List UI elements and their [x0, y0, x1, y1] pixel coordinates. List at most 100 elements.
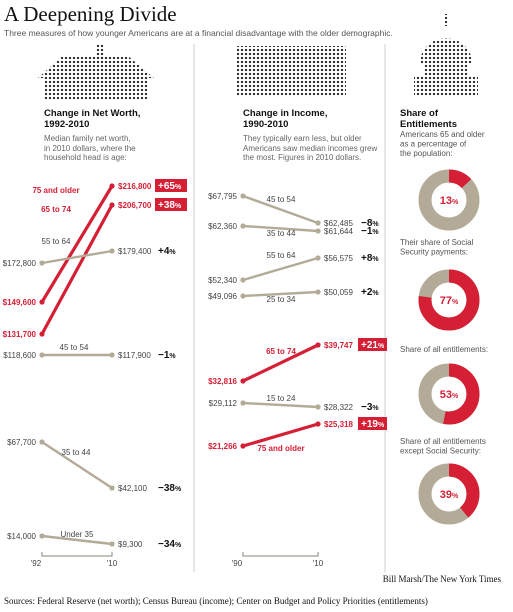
networth-55-to-64-change-label: +4%: [158, 246, 176, 257]
income-x-tick-end: '10: [313, 559, 324, 568]
networth-65-to-74-end-point: [109, 202, 115, 208]
networth-75-and-older-change-badge: [155, 179, 187, 192]
networth-45-to-54-start-point: [39, 352, 45, 358]
income-15-to-24-end-label: $28,322: [324, 403, 353, 412]
income-x-tick-start: '90: [232, 559, 243, 568]
donut-1-slice: [418, 169, 480, 231]
income-45-to-54-start-label: $67,795: [208, 192, 237, 201]
income-45-to-54-start-point: [240, 193, 246, 199]
income-15-to-24-change-label: −3%: [361, 402, 379, 413]
networth-35-to-44-name-label: 35 to 44: [62, 448, 91, 457]
networth-45-to-54-change-label: −1%: [158, 350, 176, 361]
income-65-to-74-end-point: [315, 342, 321, 348]
networth-55-to-64-end-point: [109, 248, 115, 254]
income-65-to-74-name-label: 65 to 74: [266, 347, 296, 356]
income-35-to-44-name-label: 35 to 44: [267, 229, 296, 238]
networth-under-35-name-label: Under 35: [61, 530, 94, 539]
page-subtitle: Three measures of how younger Americans …: [4, 28, 393, 38]
income-55-to-64-start-label: $52,340: [208, 276, 237, 285]
networth-description: Median family net worth, in 2010 dollars…: [44, 134, 136, 163]
page-title: A Deepening Divide: [4, 2, 177, 26]
donut-1-value: 13%: [440, 195, 459, 207]
networth-x-tick-end: '10: [107, 559, 118, 568]
income-25-to-34-start-label: $49,096: [208, 292, 237, 301]
networth-35-to-44-line: [40, 440, 114, 490]
donut-3-value: 53%: [440, 389, 459, 401]
income-75-and-older-start-label: $21,266: [208, 442, 237, 451]
income-75-and-older-change-label: +19%: [361, 419, 385, 430]
networth-75-and-older-line: [40, 184, 114, 304]
income-35-to-44-end-point: [315, 228, 321, 234]
donut-4-value: 39%: [440, 489, 459, 501]
income-35-to-44-end-label: $61,644: [324, 227, 353, 236]
sources-note: Sources: Federal Reserve (net worth); Ce…: [4, 596, 428, 606]
income-15-to-24-start-point: [240, 400, 246, 406]
income-15-to-24-start-label: $29,112: [209, 399, 238, 408]
income-35-to-44-change-label: −1%: [361, 226, 379, 237]
donut-3-slice: [418, 363, 480, 425]
income-25-to-34-end-label: $50,059: [324, 288, 353, 297]
income-35-to-44-start-point: [240, 223, 246, 229]
income-desc-line2: Americans saw median incomes grew: [243, 143, 378, 153]
networth-65-to-74-name-label: 65 to 74: [41, 205, 71, 214]
income-65-to-74-end-label: $39,747: [324, 341, 353, 350]
networth-title: Change in Net Worth, 1992-2010: [44, 108, 140, 130]
money-illustration: [236, 46, 346, 96]
house-illustration: [38, 44, 154, 100]
networth-35-to-44-start-label: $67,700: [7, 438, 36, 447]
networth-55-to-64-name-label: 55 to 64: [42, 237, 71, 246]
income-65-to-74-start-label: $32,816: [208, 377, 237, 386]
credit-line: Bill Marsh/The New York Times: [382, 574, 501, 584]
income-x-axis: [242, 552, 319, 557]
networth-45-to-54-end-point: [109, 352, 115, 358]
networth-x-axis: [41, 552, 113, 557]
networth-65-to-74-end-label: $206,700: [118, 201, 152, 210]
entitlements-title: Share of Entitlements: [400, 108, 457, 130]
donut-1-label: Americans 65 and older as a percentage of…: [400, 130, 485, 158]
networth-55-to-64-line: [40, 249, 114, 265]
income-15-to-24-name-label: 15 to 24: [267, 394, 296, 403]
income-55-to-64-name-label: 55 to 64: [267, 251, 296, 260]
networth-desc-line3: household head is age:: [44, 153, 127, 162]
networth-under-35-end-label: $9,300: [118, 540, 143, 549]
income-25-to-34-start-point: [240, 293, 246, 299]
entitlements-title-line1: Share of: [400, 108, 439, 119]
donut-2-label: Their share of Social Security payments:: [400, 238, 474, 257]
networth-under-35-end-point: [109, 541, 115, 547]
donut-2-slice: [418, 269, 480, 331]
income-15-to-24-line: [241, 401, 320, 409]
networth-75-and-older-start-label: $149,600: [3, 298, 37, 307]
income-75-and-older-line: [241, 422, 320, 448]
donut-3-label: Share of all entitlements:: [400, 345, 488, 354]
income-65-to-74-change-label: +21%: [361, 340, 385, 351]
capitol-illustration: [414, 14, 478, 96]
networth-35-to-44-change-label: −38%: [158, 483, 182, 494]
income-45-to-54-line: [241, 194, 320, 225]
income-75-and-older-change-badge: [358, 417, 387, 430]
networth-65-to-74-change-label: +38%: [158, 200, 182, 211]
networth-under-35-line: [40, 534, 114, 546]
networth-55-to-64-start-point: [39, 260, 45, 266]
donut-4-label: Share of all entitlements except Social S…: [400, 437, 486, 456]
income-65-to-74-start-point: [240, 378, 246, 384]
networth-45-to-54-name-label: 45 to 54: [60, 343, 89, 352]
networth-65-to-74-line: [40, 203, 114, 336]
income-55-to-64-start-point: [240, 277, 246, 283]
income-45-to-54-end-label: $62,485: [324, 219, 353, 228]
networth-under-35-change-label: −34%: [158, 539, 182, 550]
entitlements-title-line2: Entitlements: [400, 119, 458, 130]
income-description: They typically earn less, but older Amer…: [243, 134, 377, 163]
entitlements-chart: Americans 65 and older as a percentage of…: [400, 130, 488, 525]
income-55-to-64-end-point: [315, 255, 321, 261]
income-65-to-74-change-badge: [358, 338, 387, 351]
networth-title-line1: Change in Net Worth,: [44, 108, 141, 119]
networth-35-to-44-end-label: $42,100: [118, 484, 147, 493]
networth-35-to-44-start-point: [39, 439, 45, 445]
networth-desc-line1: Median family net worth,: [44, 134, 131, 143]
networth-desc-line2: in 2010 dollars, where the: [44, 143, 136, 153]
networth-x-tick-start: '92: [31, 559, 42, 568]
networth-65-to-74-start-label: $131,700: [3, 330, 37, 339]
income-35-to-44-line: [241, 224, 320, 233]
income-title-line1: Change in Income,: [243, 108, 328, 119]
networth-75-and-older-change-label: +65%: [158, 181, 182, 192]
